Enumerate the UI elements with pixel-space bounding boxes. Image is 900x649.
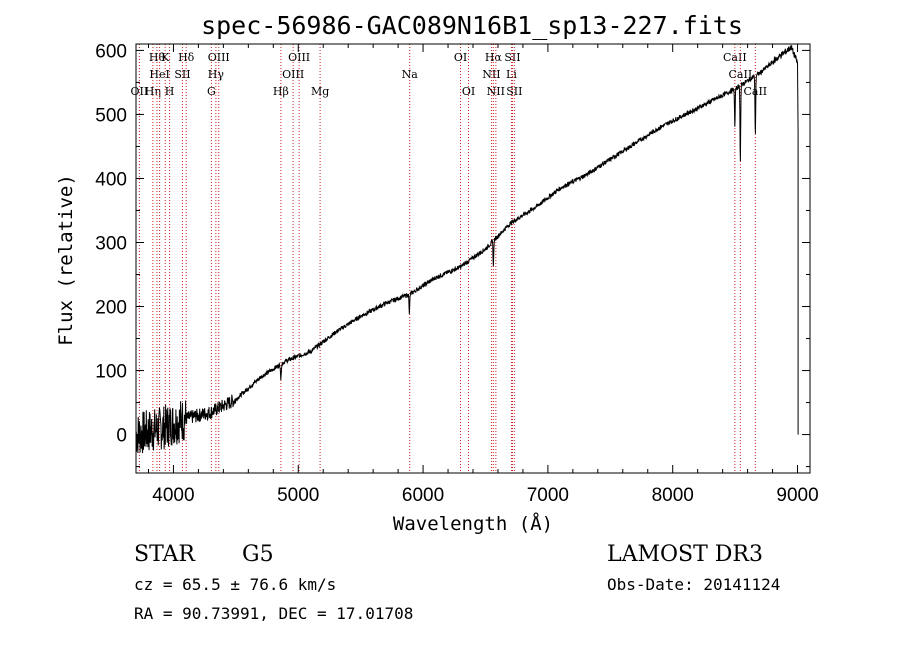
x-tick-label: 4000 (152, 485, 194, 506)
redshift-label: cz = 65.5 ± 76.6 km/s (134, 575, 336, 594)
coordinates: RA = 90.73991, DEC = 17.01708 (134, 604, 413, 623)
line-marker-label: OII (131, 85, 149, 98)
line-marker-label: NII (487, 85, 505, 98)
flux-line (135, 45, 799, 454)
line-marker-label: Hα (485, 51, 503, 64)
x-tick-label: 7000 (527, 485, 569, 506)
line-marker-label: HeI (149, 68, 169, 81)
x-axis: 4000 5000 6000 7000 8000 9000 (147, 44, 819, 506)
line-marker-label: SII (174, 68, 190, 81)
line-marker-label: OIII (208, 51, 230, 64)
line-marker-label: CaII (729, 68, 753, 81)
survey-name: LAMOST DR3 (607, 542, 763, 567)
line-marker-label: Li (506, 68, 517, 81)
y-axis: 0 100 200 300 400 500 600 (95, 41, 810, 468)
line-marker-label: K (161, 51, 170, 64)
x-axis-label: Wavelength (Å) (393, 512, 553, 535)
line-marker-label: Hδ (178, 51, 195, 64)
line-marker-label: H (165, 85, 175, 98)
line-marker-label: Na (402, 68, 419, 81)
object-subclass: G5 (242, 542, 274, 567)
flux-series (135, 45, 799, 454)
x-tick-label: 6000 (402, 485, 444, 506)
line-marker-label: OI (462, 85, 475, 98)
line-marker-label: G (207, 85, 216, 98)
y-axis-label: Flux (relative) (55, 174, 77, 346)
x-tick-label: 8000 (652, 485, 694, 506)
object-class: STAR (134, 542, 196, 567)
line-marker-label: SII (506, 85, 522, 98)
line-marker-label: SII (504, 51, 520, 64)
x-tick-label: 5000 (277, 485, 319, 506)
y-tick-label: 200 (95, 298, 127, 319)
line-marker-label: Hθ (149, 51, 166, 64)
line-marker-label: OIII (288, 51, 310, 64)
line-marker-label: CaII (723, 51, 747, 64)
line-marker-label: OIII (282, 68, 304, 81)
y-tick-label: 100 (95, 362, 127, 383)
obs-date: Obs-Date: 20141124 (607, 575, 780, 594)
line-marker-label: OI (454, 51, 467, 64)
line-marker-label: Hη (145, 85, 161, 98)
chart-title: spec-56986-GAC089N16B1_sp13-227.fits (201, 11, 743, 40)
y-tick-label: 400 (95, 169, 127, 190)
y-tick-label: 0 (116, 426, 127, 447)
line-marker-label: Mg (311, 85, 329, 98)
x-tick-label: 9000 (776, 485, 818, 506)
y-tick-label: 500 (95, 105, 127, 126)
line-marker-label: Hγ (208, 68, 225, 81)
y-tick-label: 600 (95, 41, 127, 62)
line-marker-label: NII (482, 68, 500, 81)
line-marker-label: Hβ (273, 85, 289, 98)
y-tick-label: 300 (95, 233, 127, 254)
line-marker-label: CaII (743, 85, 767, 98)
